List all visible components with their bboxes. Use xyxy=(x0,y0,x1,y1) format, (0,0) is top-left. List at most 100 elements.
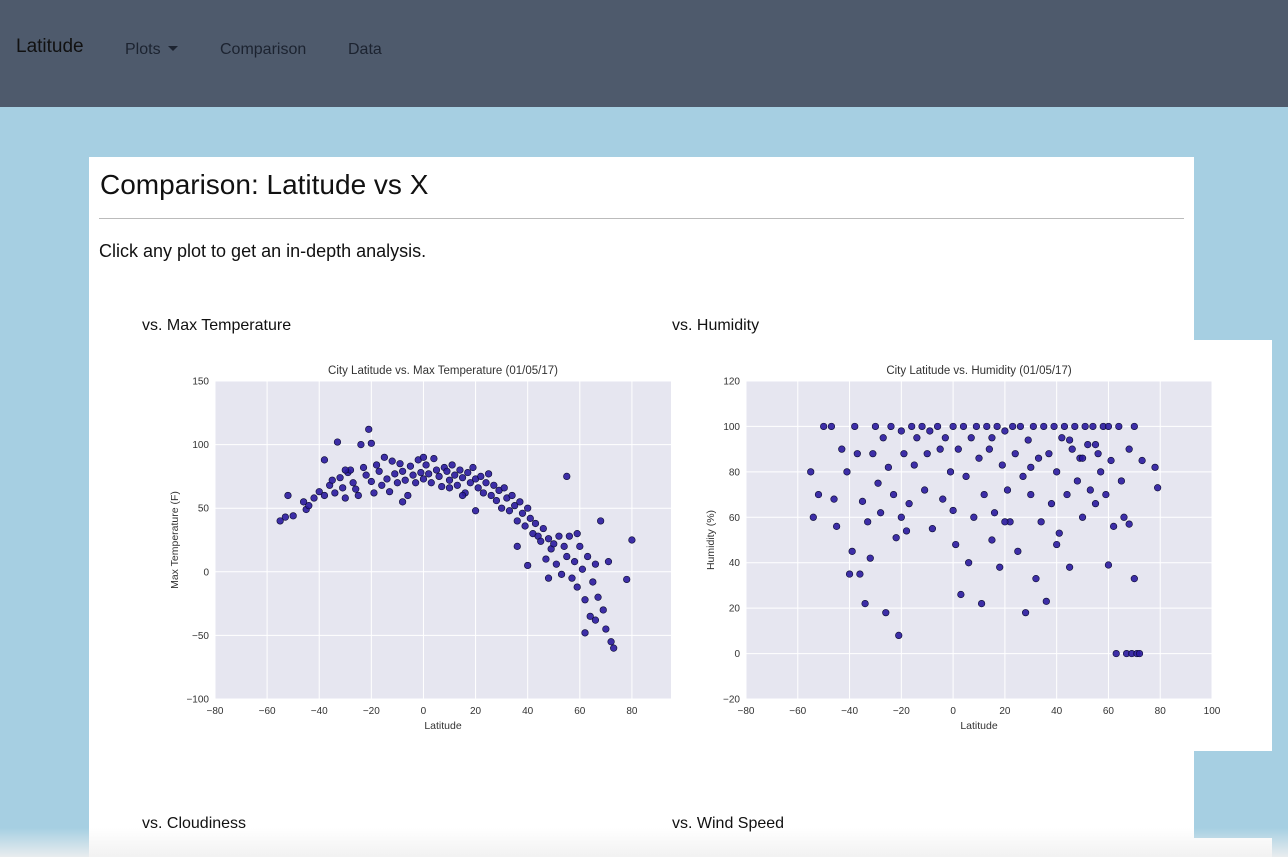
chart1-point xyxy=(1045,450,1053,458)
chart0-point xyxy=(453,481,461,489)
chart1-point xyxy=(887,422,895,431)
chart1-point xyxy=(1107,456,1115,465)
chart0-point xyxy=(505,507,514,515)
chart0-point xyxy=(578,565,587,573)
chart0-y-tick-label: −50 xyxy=(192,631,209,642)
chart0-point xyxy=(469,463,477,472)
chart0-point xyxy=(573,530,581,538)
nav-data[interactable]: Data xyxy=(348,41,382,58)
chart0-point xyxy=(531,519,540,528)
chart0-point xyxy=(333,438,342,446)
chart0-point xyxy=(573,583,581,591)
chart1-x-tick-label: −80 xyxy=(738,706,755,717)
chart1-point xyxy=(845,570,854,578)
chart1-point xyxy=(856,570,864,578)
heading-max-temperature: vs. Max Temperature xyxy=(142,317,292,334)
chart0-point xyxy=(458,491,467,500)
chart1-point xyxy=(864,518,872,526)
chart0-point xyxy=(539,524,547,533)
chart1-point xyxy=(988,434,996,442)
chart0-point xyxy=(477,472,485,480)
chart1-y-tick-label: 120 xyxy=(723,377,740,388)
chart0-point xyxy=(445,476,454,484)
chart0-point xyxy=(284,491,292,500)
chart0-point xyxy=(375,467,383,475)
chart1-point xyxy=(1011,450,1019,458)
chart1-point xyxy=(1016,422,1025,431)
chart1-point xyxy=(1138,456,1146,465)
chart0-point xyxy=(401,476,409,484)
navbar-brand[interactable]: Latitude xyxy=(16,36,84,57)
nav-comparison[interactable]: Comparison xyxy=(220,41,307,58)
chart1-y-axis-label: Humidity (%) xyxy=(705,510,717,570)
chart1-point xyxy=(1063,490,1071,499)
chart0-point xyxy=(425,470,433,478)
heading-cloudiness: vs. Cloudiness xyxy=(142,815,247,832)
chart0-x-tick-label: 80 xyxy=(626,706,638,717)
chart0-point xyxy=(623,575,631,584)
chart1-point xyxy=(954,445,962,453)
overflow-panel-bottom xyxy=(1194,838,1272,857)
chart0-point xyxy=(380,453,388,461)
chart0-point xyxy=(544,535,553,543)
chart1-point xyxy=(897,513,905,521)
chart0-point xyxy=(399,467,407,475)
chart1-point xyxy=(814,490,823,499)
chart0-point xyxy=(474,484,482,492)
chart0-point xyxy=(406,462,415,470)
chart1-point xyxy=(1089,422,1097,431)
chart1-y-tick-label: 100 xyxy=(723,422,740,433)
chart1-point xyxy=(1104,422,1113,431)
chart0-point xyxy=(422,461,430,469)
chart-max-temperature[interactable]: −80 −60 −40 −20 0 20 40 60 80 −100 −50 0 50 100 150 Cit… xyxy=(160,358,680,738)
chart0-point xyxy=(584,552,592,561)
chart0-x-tick-label: 20 xyxy=(470,706,482,717)
chart1-x-tick-label: 0 xyxy=(950,706,956,717)
chart0-point xyxy=(570,558,579,566)
chart1-point xyxy=(957,590,965,599)
chart1-point xyxy=(1125,520,1133,528)
chart1-point xyxy=(1009,422,1017,431)
nav-plots-dropdown[interactable]: Plots xyxy=(125,41,178,59)
chart0-point xyxy=(565,532,573,540)
chart0-point xyxy=(482,479,490,487)
chart1-y-tick-label: 0 xyxy=(734,649,740,660)
chart1-point xyxy=(996,563,1004,571)
chart0-point xyxy=(563,472,571,480)
chart1-point xyxy=(843,468,851,476)
chart0-point xyxy=(492,496,501,505)
chart1-point xyxy=(1104,561,1113,569)
chart1-point xyxy=(1151,463,1159,471)
chart0-point xyxy=(409,471,417,479)
chart1-point xyxy=(1091,500,1100,508)
chart1-point xyxy=(1027,490,1035,499)
chart1-x-tick-label: −20 xyxy=(893,706,910,717)
chart1-point xyxy=(1019,472,1027,480)
chart0-y-tick-label: 150 xyxy=(192,377,209,388)
intro-text: Click any plot to get an in-depth analys… xyxy=(99,241,427,261)
chart0-point xyxy=(438,482,446,491)
chart1-point xyxy=(866,554,874,562)
chart1-point xyxy=(882,609,890,617)
chart1-point xyxy=(827,422,836,431)
chart1-point xyxy=(900,450,908,458)
chart0-point xyxy=(628,536,636,544)
chart1-point xyxy=(838,445,846,453)
chart1-x-tick-label: 60 xyxy=(1103,706,1115,717)
chart-humidity[interactable]: −80 −60 −40 −20 0 20 40 60 80 100 −20 0 20 40 60 80 100 1… xyxy=(692,358,1222,738)
chart1-y-tick-label: 20 xyxy=(729,604,741,615)
chart0-point xyxy=(456,466,464,474)
chart1-x-tick-label: −60 xyxy=(789,706,806,717)
chart1-point xyxy=(910,461,918,469)
chart1-point xyxy=(902,527,911,535)
chart0-point xyxy=(276,517,284,525)
chart0-x-tick-label: −80 xyxy=(207,706,224,717)
chart0-point xyxy=(341,494,349,502)
chart1-x-tick-label: 100 xyxy=(1204,706,1221,717)
chart0-point xyxy=(367,477,375,486)
chart1-point xyxy=(1001,427,1009,435)
chart0-point xyxy=(289,512,297,520)
chart1-point xyxy=(889,490,898,499)
chart0-point xyxy=(586,612,594,620)
chart0-point xyxy=(432,466,441,474)
